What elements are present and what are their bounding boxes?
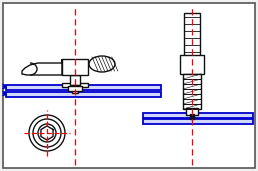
Bar [6, 92, 161, 97]
Bar [184, 13, 200, 56]
Bar [143, 113, 253, 118]
Bar [68, 86, 82, 91]
Bar [70, 75, 80, 85]
Polygon shape [22, 59, 62, 75]
Bar [143, 119, 253, 124]
Bar [62, 59, 88, 75]
Bar [6, 85, 161, 90]
Bar [62, 83, 88, 87]
Bar [186, 108, 198, 115]
Bar [72, 85, 78, 93]
Bar [183, 74, 201, 109]
Bar [180, 55, 204, 74]
Bar [190, 114, 194, 119]
Ellipse shape [89, 56, 115, 72]
